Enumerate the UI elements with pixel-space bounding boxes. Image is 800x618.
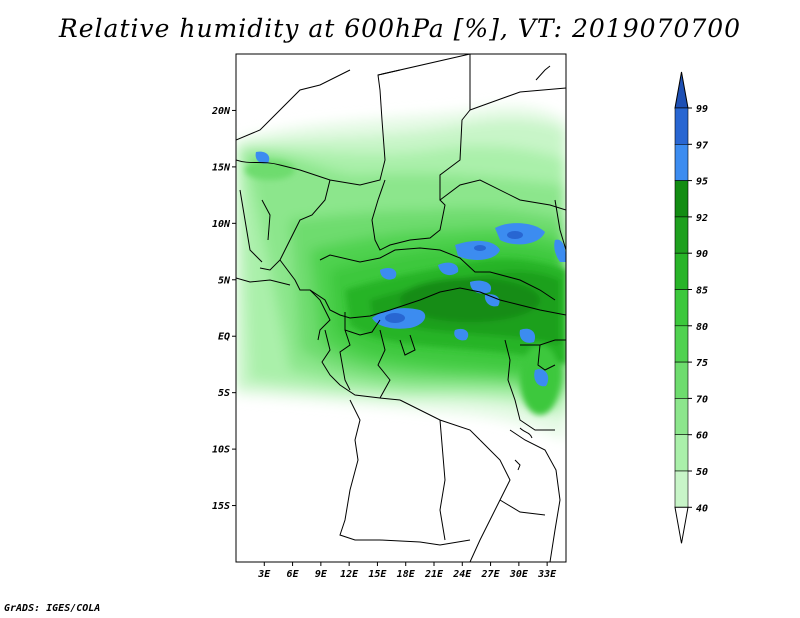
- colorbar-high-arrow: [674, 71, 689, 109]
- colorbar-low-arrow: [674, 506, 689, 544]
- lat-tick-label: EQ: [218, 332, 230, 343]
- humidity-band-99: [385, 231, 523, 323]
- colorbar-label: 50: [696, 467, 708, 478]
- colorbar-label: 92: [696, 213, 708, 224]
- colorbar-label: 95: [696, 177, 708, 188]
- colorbar-label: 90: [696, 249, 708, 260]
- humidity-band-95: [400, 278, 540, 322]
- colorbar-segment: [674, 398, 689, 435]
- lat-tick-label: 15S: [212, 501, 230, 512]
- map-frame: [235, 53, 567, 563]
- colorbar-label: 40: [696, 503, 708, 514]
- colorbar-label: 60: [696, 431, 708, 442]
- lat-tick-label: 5S: [218, 388, 230, 399]
- lon-tick-label: 30E: [509, 569, 529, 580]
- colorbar-segment: [674, 434, 689, 472]
- lon-tick-label: 27E: [481, 569, 501, 580]
- colorbar-segment: [674, 470, 689, 508]
- lon-tick-label: 24E: [452, 569, 472, 580]
- colorbar-segment: [674, 361, 689, 399]
- lon-tick-label: 9E: [315, 569, 328, 580]
- lat-tick-label: 10S: [212, 445, 230, 456]
- lon-tick-label: 3E: [257, 569, 271, 580]
- lat-tick-label: 5N: [218, 275, 231, 286]
- lon-tick-label: 15E: [368, 569, 387, 580]
- country-borders: [236, 54, 566, 562]
- colorbar-label: 99: [696, 104, 708, 115]
- colorbar: 99 97 95 92 90 85 80 75 70 60 50 40: [674, 71, 708, 544]
- colorbar-segment: [674, 107, 689, 145]
- grads-credit: GrADS: IGES/COLA: [4, 603, 101, 614]
- colorbar-label: 97: [696, 140, 708, 151]
- colorbar-segment: [674, 289, 689, 327]
- longitude-axis: 3E 6E 9E 12E 15E 18E 21E 24E 27E 30E 33E: [257, 562, 557, 580]
- humidity-field: [236, 54, 566, 562]
- colorbar-label: 80: [696, 322, 708, 333]
- lon-tick-label: 18E: [397, 569, 416, 580]
- colorbar-label: 75: [696, 358, 708, 369]
- lon-tick-label: 6E: [287, 569, 300, 580]
- lat-tick-label: 15N: [212, 162, 231, 173]
- colorbar-segment: [674, 216, 689, 254]
- colorbar-label: 70: [696, 394, 708, 405]
- lon-tick-label: 12E: [340, 569, 359, 580]
- lat-tick-label: 10N: [212, 219, 231, 230]
- latitude-axis: 20N 15N 10N 5N EQ 5S 10S 15S: [211, 106, 236, 512]
- colorbar-segment: [674, 252, 689, 290]
- lat-tick-label: 20N: [211, 106, 231, 117]
- colorbar-segment: [674, 144, 689, 181]
- lon-tick-label: 33E: [537, 569, 557, 580]
- colorbar-label: 85: [696, 286, 708, 297]
- colorbar-segment: [674, 325, 689, 363]
- colorbar-segment: [674, 180, 689, 218]
- chart-title: Relative humidity at 600hPa [%], VT: 201…: [58, 14, 742, 43]
- lon-tick-label: 21E: [424, 569, 444, 580]
